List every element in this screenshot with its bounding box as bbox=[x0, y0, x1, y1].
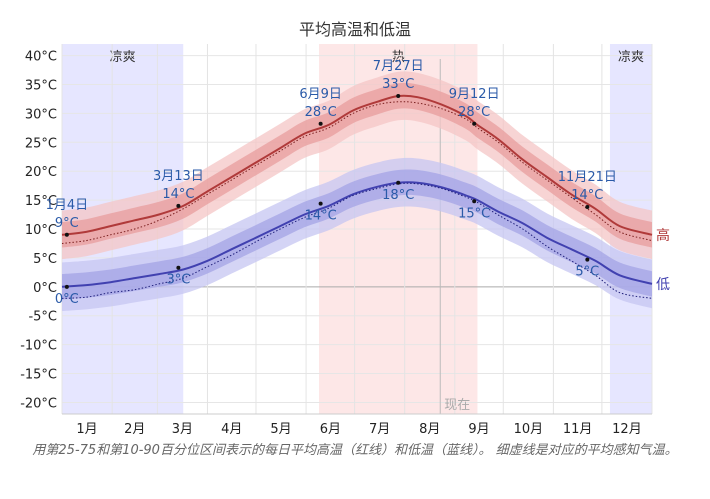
season-label: 凉爽 bbox=[110, 50, 136, 65]
low-temp-line bbox=[61, 181, 653, 288]
high-series-label: 高 bbox=[656, 227, 670, 244]
annotation-value: 14°C bbox=[305, 209, 337, 224]
y-tick-label: 5°C bbox=[33, 252, 57, 267]
x-tick-label: 5月 bbox=[270, 422, 291, 437]
y-tick-label: 0°C bbox=[33, 281, 57, 296]
annotation-dot bbox=[585, 257, 590, 262]
y-tick-label: 30°C bbox=[25, 107, 57, 122]
high-band-outer bbox=[62, 71, 652, 260]
annotation-value: 9°C bbox=[55, 216, 79, 231]
annotation-value: 33°C bbox=[382, 77, 414, 92]
season-label: 热 bbox=[392, 50, 405, 65]
annotation-value: 14°C bbox=[571, 188, 603, 203]
x-tick-label: 12月 bbox=[612, 422, 642, 437]
annotation-dot bbox=[176, 203, 181, 208]
y-tick-label: -15°C bbox=[20, 368, 57, 383]
y-tick-label: 40°C bbox=[25, 50, 57, 65]
low-band-inner bbox=[62, 169, 652, 300]
annotation-date: 1月4日 bbox=[46, 198, 89, 213]
high-band-inner bbox=[62, 82, 652, 248]
y-tick-label: -5°C bbox=[28, 310, 57, 325]
annotation-date: 3月13日 bbox=[153, 169, 204, 184]
low-series-label: 低 bbox=[656, 277, 670, 293]
y-tick-label: -20°C bbox=[20, 396, 57, 411]
annotation-dot bbox=[64, 232, 69, 237]
annotation-dot bbox=[585, 205, 590, 210]
annotation-dot bbox=[396, 94, 401, 99]
chart-caption: 用第25-75和第10-90百分位区间表示的每日平均高温（红线）和低温（蓝线）。… bbox=[32, 443, 678, 458]
y-tick-label: 20°C bbox=[25, 165, 57, 180]
annotation-dot bbox=[318, 201, 323, 206]
chart-title: 平均高温和低温 bbox=[299, 20, 411, 39]
annotation-dot bbox=[64, 284, 69, 289]
y-tick-label: 15°C bbox=[25, 194, 57, 209]
x-tick-label: 2月 bbox=[124, 422, 145, 437]
annotation-date: 7月27日 bbox=[373, 59, 424, 74]
x-tick-label: 4月 bbox=[221, 422, 242, 437]
annotation-date: 9月12日 bbox=[449, 87, 500, 102]
annotation-value: 3°C bbox=[166, 273, 190, 288]
x-tick-label: 9月 bbox=[468, 422, 489, 437]
annotation-value: 5°C bbox=[575, 265, 599, 280]
annotation-dot bbox=[176, 265, 181, 270]
y-tick-label: 25°C bbox=[25, 136, 57, 151]
annotation-value: 28°C bbox=[305, 105, 337, 120]
annotation-value: 0°C bbox=[55, 292, 79, 307]
y-tick-label: 10°C bbox=[25, 223, 57, 238]
x-tick-label: 11月 bbox=[563, 422, 593, 437]
x-tick-label: 10月 bbox=[514, 422, 544, 437]
low-band-outer bbox=[62, 157, 652, 312]
annotation-value: 14°C bbox=[162, 187, 194, 202]
x-tick-label: 8月 bbox=[419, 422, 440, 437]
annotation-date: 11月21日 bbox=[558, 170, 617, 185]
annotation-date: 6月9日 bbox=[299, 87, 342, 102]
x-tick-label: 3月 bbox=[172, 422, 193, 437]
high-temp-line bbox=[61, 94, 653, 236]
annotation-dot bbox=[396, 180, 401, 185]
x-tick-label: 1月 bbox=[76, 422, 97, 437]
annotation-dot bbox=[472, 121, 477, 126]
annotation-value: 28°C bbox=[458, 105, 490, 120]
x-tick-label: 7月 bbox=[369, 422, 390, 437]
y-tick-label: 35°C bbox=[25, 78, 57, 93]
season-label: 凉爽 bbox=[618, 50, 644, 65]
annotation-dot bbox=[472, 199, 477, 204]
annotation-dot bbox=[318, 121, 323, 126]
high-feels-like-line bbox=[61, 101, 653, 244]
x-tick-label: 6月 bbox=[320, 422, 341, 437]
y-tick-label: -10°C bbox=[20, 339, 57, 354]
now-label: 现在 bbox=[444, 398, 470, 413]
annotation-value: 15°C bbox=[458, 206, 490, 221]
annotation-value: 18°C bbox=[382, 188, 414, 203]
